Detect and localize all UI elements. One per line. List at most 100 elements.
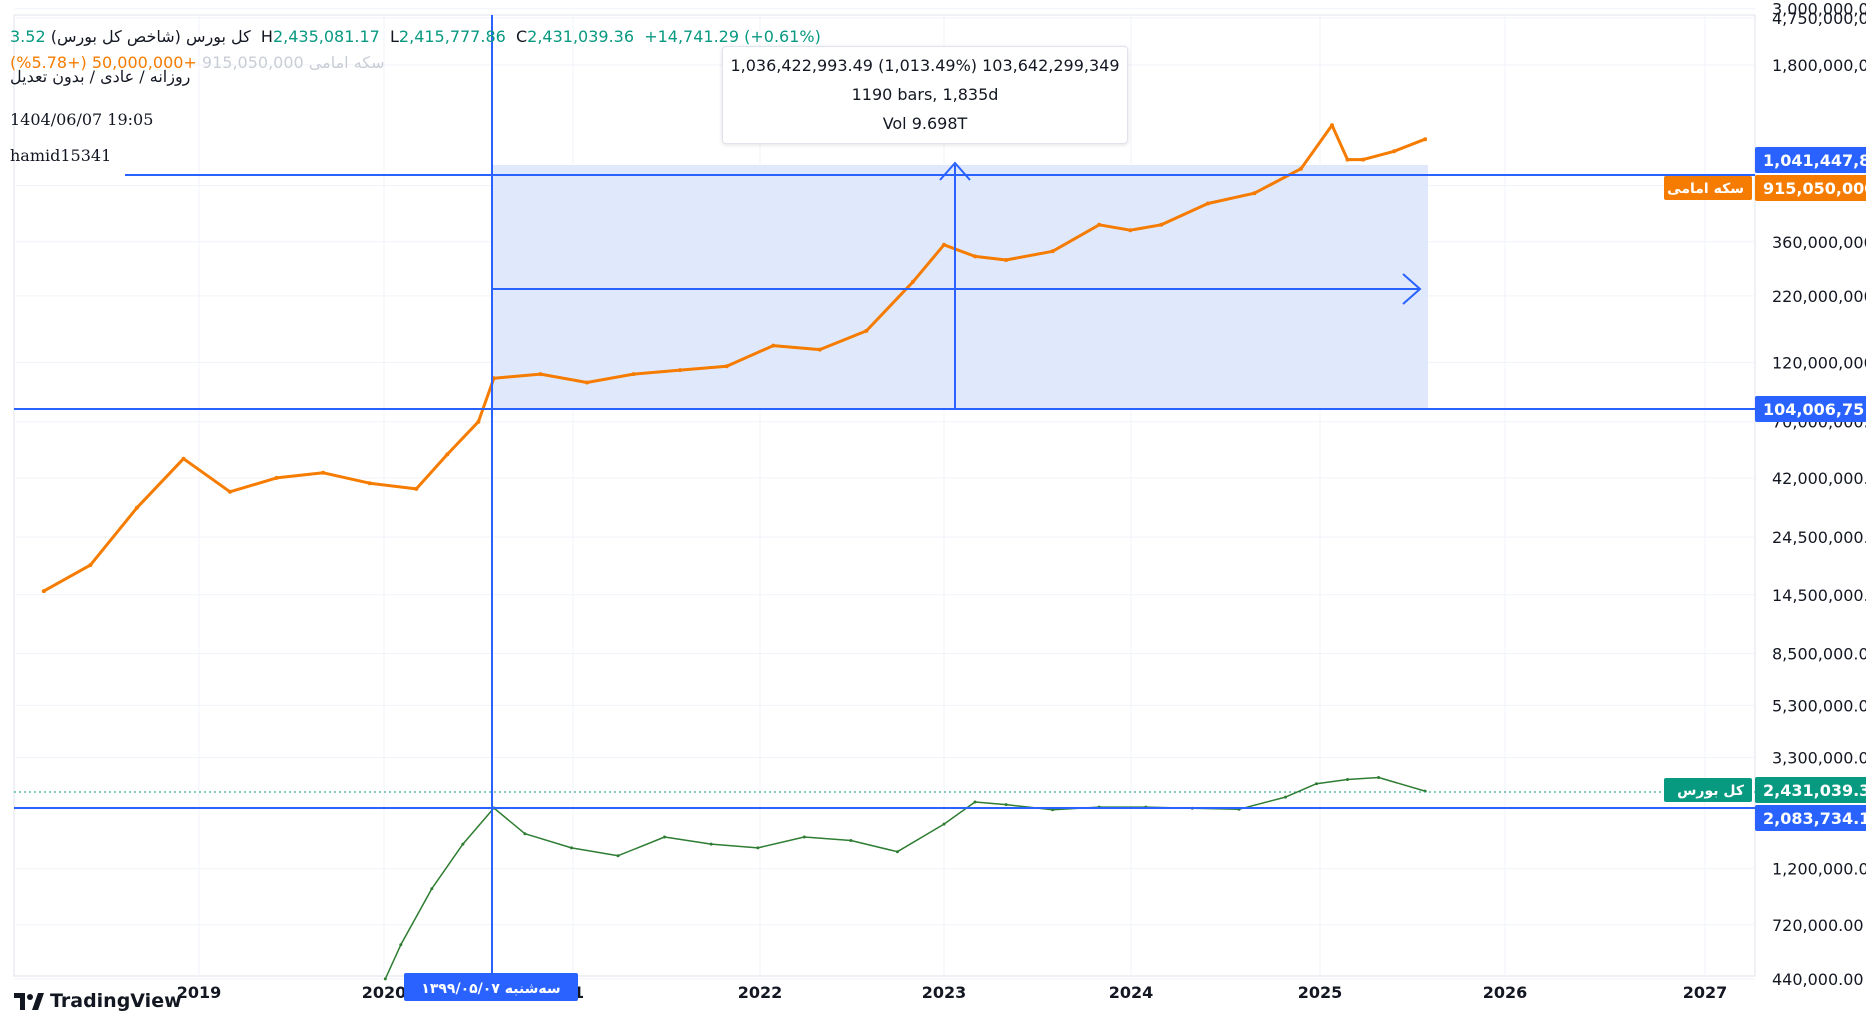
chart-settings: روزانه / عادی / بدون تعدیل xyxy=(10,67,190,86)
data-point xyxy=(228,490,232,494)
data-point xyxy=(849,839,852,842)
brand-name: TradingView xyxy=(50,990,182,1012)
data-point xyxy=(539,372,543,376)
tradingview-logo-icon xyxy=(14,993,44,1010)
index-level-tag-text: 2,083,734.11 xyxy=(1763,809,1866,828)
data-point xyxy=(368,481,372,485)
y-tick-label: 14,500,000.00 xyxy=(1772,586,1866,605)
data-point xyxy=(1346,158,1350,162)
data-point xyxy=(1315,782,1318,785)
upper-level-tag-text: 1,041,447,844.42 xyxy=(1763,151,1866,170)
data-point xyxy=(911,280,915,284)
y-tick-label: 360,000,000.00 xyxy=(1772,233,1866,252)
data-point xyxy=(1361,158,1365,162)
low-value: 2,415,777.86 xyxy=(399,27,506,46)
data-point xyxy=(476,420,480,424)
data-point xyxy=(771,344,775,348)
y-tick-label: 8,500,000.00 xyxy=(1772,644,1866,663)
x-tick-label: 2024 xyxy=(1109,983,1154,1002)
y-tick-label: 440,000.00 xyxy=(1772,970,1864,989)
data-point xyxy=(399,943,402,946)
data-point xyxy=(1299,167,1303,171)
y-tick-label: 3,000,000,000.00 xyxy=(1772,0,1866,19)
y-tick-label: 220,000,000.00 xyxy=(1772,287,1866,306)
data-point xyxy=(632,372,636,376)
data-point xyxy=(1330,123,1334,127)
chart-timestamp: 1404/06/07 19:05 xyxy=(10,110,153,129)
data-point xyxy=(414,487,418,491)
data-point xyxy=(1284,796,1287,799)
data-point xyxy=(1097,223,1101,227)
data-point xyxy=(570,846,573,849)
data-point xyxy=(617,854,620,857)
data-point xyxy=(1206,202,1210,206)
data-point xyxy=(523,832,526,835)
y-tick-label: 5,300,000.00 xyxy=(1772,696,1866,715)
tradingview-logo[interactable]: TradingView xyxy=(14,990,182,1012)
x-tick-label: 2019 xyxy=(177,983,222,1002)
data-point xyxy=(430,887,433,890)
x-tick-label: 2022 xyxy=(738,983,783,1002)
data-point xyxy=(896,850,899,853)
data-point xyxy=(182,457,186,461)
measure-bars: 1190 bars, 1,835d xyxy=(723,80,1127,109)
change-value: +14,741.29 (+0.61%) xyxy=(644,27,821,46)
close-value: 2,431,039.36 xyxy=(527,27,634,46)
data-point xyxy=(942,243,946,247)
data-point xyxy=(725,364,729,368)
measure-change: 1,036,422,993.49 (1,013.49%) 103,642,299… xyxy=(723,51,1127,80)
measure-volume: Vol 9.698T xyxy=(723,109,1127,138)
data-point xyxy=(1252,191,1256,195)
data-point xyxy=(1377,776,1380,779)
legend-symbol-row: کل بورس (شاخص کل بورس) 3.52 H2,435,081.1… xyxy=(10,27,821,46)
measure-info-box: 1,036,422,993.49 (1,013.49%) 103,642,299… xyxy=(722,46,1128,144)
data-point xyxy=(275,476,279,480)
data-point xyxy=(445,452,449,456)
data-point xyxy=(710,843,713,846)
x-tick-label: 2020 xyxy=(362,983,407,1002)
data-point xyxy=(1159,223,1163,227)
data-point xyxy=(1423,137,1427,141)
data-point xyxy=(1005,803,1008,806)
index-name-tag-text: کل بورس xyxy=(1677,783,1745,799)
second-symbol-faded[interactable]: سکه امامی 915,050,000 xyxy=(202,53,385,72)
y-tick-label: 720,000.00 xyxy=(1772,916,1864,935)
data-point xyxy=(135,506,139,510)
data-point xyxy=(1051,249,1055,253)
y-tick-label: 120,000,000.00 xyxy=(1772,354,1866,373)
coin-price-tag-text: 915,050,000.00 xyxy=(1763,179,1866,198)
crosshair-date-text: سه‌شنبه ۱۳۹۹/۰۵/۰۷ xyxy=(421,981,560,997)
lower-level-tag-text: 104,006,751.54 xyxy=(1763,400,1866,419)
open-value: 3.52 xyxy=(10,27,46,46)
coin-name-tag-text: سکه امامی xyxy=(1667,181,1744,197)
data-point xyxy=(678,368,682,372)
data-point xyxy=(461,843,464,846)
y-tick-label: 1,800,000,000.00 xyxy=(1772,56,1866,75)
high-value: 2,435,081.17 xyxy=(273,27,380,46)
data-point xyxy=(1392,149,1396,153)
x-tick-label: 2025 xyxy=(1298,983,1343,1002)
data-point xyxy=(663,836,666,839)
x-tick-label: 2027 xyxy=(1683,983,1728,1002)
data-point xyxy=(1004,258,1008,262)
data-point xyxy=(756,846,759,849)
symbol-name[interactable]: کل بورس (شاخص کل بورس) xyxy=(51,27,251,46)
y-tick-label: 1,200,000.00 xyxy=(1772,860,1866,879)
data-point xyxy=(321,471,325,475)
author-name: hamid15341 xyxy=(10,146,111,165)
data-point xyxy=(974,801,977,804)
data-point xyxy=(384,977,387,980)
y-tick-label: 24,500,000.00 xyxy=(1772,528,1866,547)
data-point xyxy=(818,348,822,352)
y-tick-label: 3,300,000.00 xyxy=(1772,748,1866,767)
y-tick-label: 42,000,000.00 xyxy=(1772,469,1866,488)
data-point xyxy=(585,381,589,385)
x-tick-label: 2026 xyxy=(1483,983,1528,1002)
data-point xyxy=(803,836,806,839)
data-point xyxy=(1128,228,1132,232)
x-tick-label: 2023 xyxy=(922,983,967,1002)
data-point xyxy=(864,329,868,333)
data-point xyxy=(943,823,946,826)
data-point xyxy=(973,254,977,258)
